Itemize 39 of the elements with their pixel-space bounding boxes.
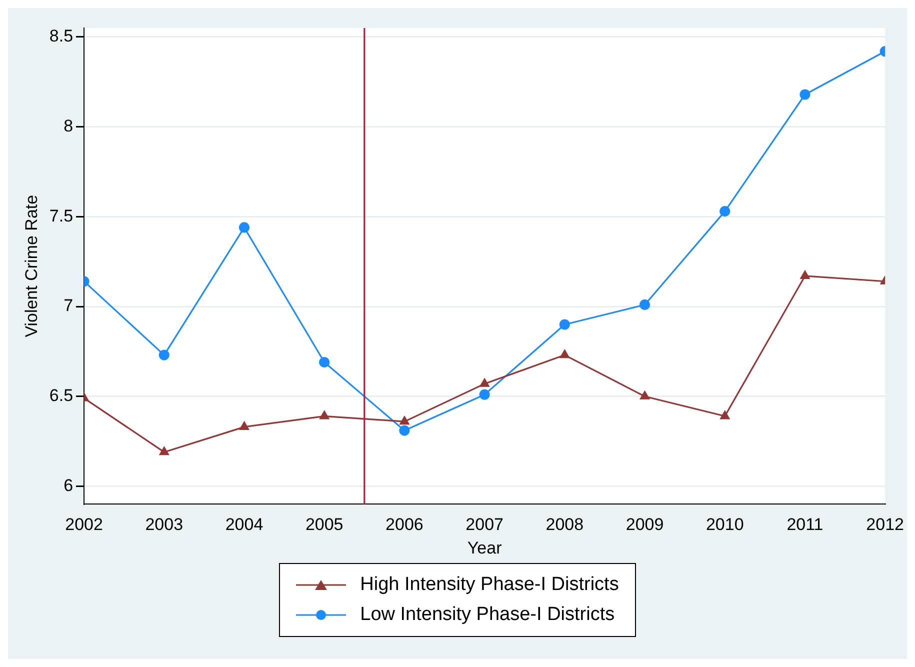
y-tick-label: 7.5 — [49, 206, 74, 226]
x-tick-label: 2002 — [65, 515, 103, 534]
point — [479, 389, 490, 400]
x-tick-label: 2003 — [145, 515, 184, 534]
point — [400, 416, 410, 425]
y-tick-label: 6.5 — [49, 386, 74, 406]
point — [639, 299, 650, 310]
x-tick-label: 2010 — [706, 515, 744, 534]
y-axis-title: Violent Crime Rate — [22, 194, 41, 338]
y-tick-label: 6 — [64, 476, 74, 495]
point — [800, 270, 810, 280]
x-tick-label: 2008 — [546, 515, 584, 534]
point — [320, 410, 330, 420]
x-axis-title: Year — [467, 538, 502, 558]
point — [720, 410, 730, 420]
y-tick-label: 8.5 — [49, 26, 74, 46]
point — [560, 350, 570, 358]
point — [720, 206, 730, 217]
point — [319, 356, 330, 368]
point — [159, 446, 169, 456]
x-tick-label: 2012 — [866, 515, 904, 534]
y-tick-label: 8 — [64, 116, 74, 136]
point — [240, 422, 249, 430]
x-tick-label: 2007 — [466, 515, 504, 534]
x-tick-label: 2011 — [786, 515, 824, 534]
x-tick-label: 2009 — [626, 515, 664, 534]
point — [480, 378, 490, 387]
x-tick-label: 2006 — [386, 515, 424, 534]
point — [800, 89, 810, 100]
x-tick-label: 2004 — [225, 515, 264, 534]
point — [640, 391, 650, 400]
x-tick-label: 2005 — [305, 515, 344, 534]
legend-label: Low Intensity Phase-I Districts — [360, 603, 615, 627]
y-tick-label: 7 — [64, 296, 74, 316]
point — [238, 222, 250, 233]
point — [158, 350, 170, 360]
point — [559, 319, 570, 330]
point — [399, 425, 410, 436]
legend-label: High Intensity Phase-I Districts — [360, 573, 619, 597]
